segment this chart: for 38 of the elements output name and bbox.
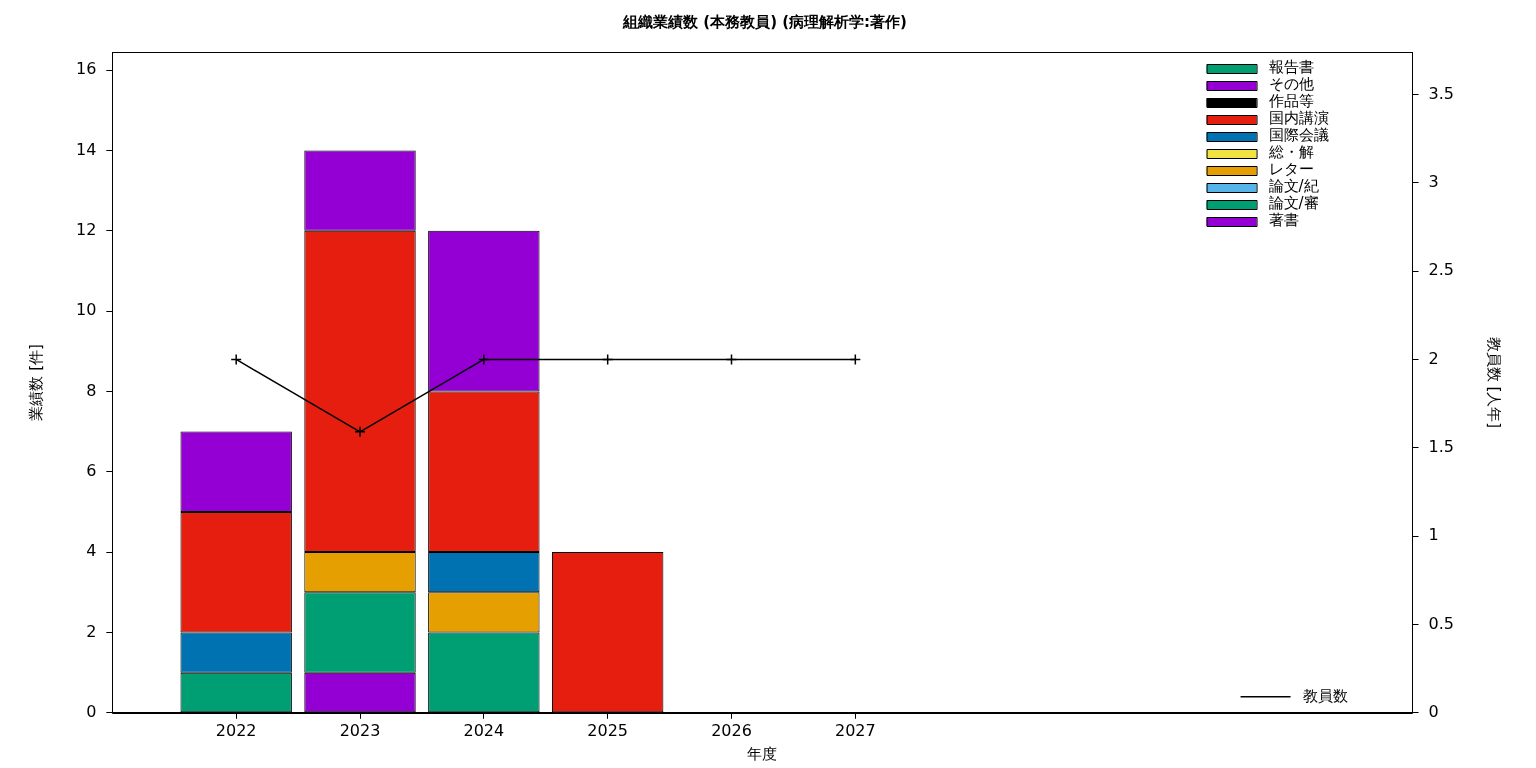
y2-tick-label: 3 (1428, 171, 1439, 191)
y-tick-label: 8 (86, 380, 97, 400)
y2-tick-label: 2.5 (1428, 260, 1455, 280)
x-axis-title: 年度 (747, 744, 778, 763)
legend-label: レター (1268, 159, 1314, 178)
y2-tick-label: 0.5 (1428, 613, 1455, 633)
y-tick-label: 4 (86, 541, 97, 561)
y-tick-label: 0 (86, 701, 97, 721)
y-tick-label: 14 (76, 139, 97, 159)
y-tick-label: 12 (76, 219, 97, 239)
y2-tick-label: 2 (1428, 348, 1439, 368)
y2-tick-label: 1 (1428, 525, 1439, 545)
x-tick-label: 2023 (339, 720, 381, 740)
y-tick-label: 10 (76, 300, 97, 320)
legend-label: 論文/紀 (1268, 176, 1319, 195)
legend-label: 国内講演 (1268, 108, 1329, 127)
y2-tick-label: 1.5 (1428, 436, 1455, 456)
legend-label: 著書 (1268, 210, 1299, 229)
y-tick-label: 6 (86, 460, 97, 480)
legend-label: その他 (1268, 74, 1314, 93)
y2-tick-label: 0 (1428, 701, 1439, 721)
y2-tick-label: 3.5 (1428, 83, 1455, 103)
legend-label: 教員数 (1302, 686, 1348, 705)
x-tick-label: 2025 (587, 720, 629, 740)
legend-label: 報告書 (1268, 57, 1314, 76)
x-tick-label: 2027 (834, 720, 876, 740)
y-tick-label: 16 (76, 59, 97, 79)
legend-label: 作品等 (1267, 91, 1314, 110)
legend-label: 総・解 (1267, 142, 1314, 161)
x-tick-label: 2022 (215, 720, 257, 740)
y-axis-title: 業績数 [件] (26, 344, 45, 421)
x-tick-label: 2024 (463, 720, 505, 740)
x-tick-label: 2026 (711, 720, 752, 740)
legend-label: 国際会議 (1268, 125, 1329, 144)
y2-axis-title: 教員数 [人年] (1485, 336, 1504, 429)
chart-title: 組織業績数 (本務教員) (病理解析学:著作) (622, 12, 907, 31)
y-tick-label: 2 (86, 621, 97, 641)
legend-label: 論文/審 (1268, 193, 1319, 212)
